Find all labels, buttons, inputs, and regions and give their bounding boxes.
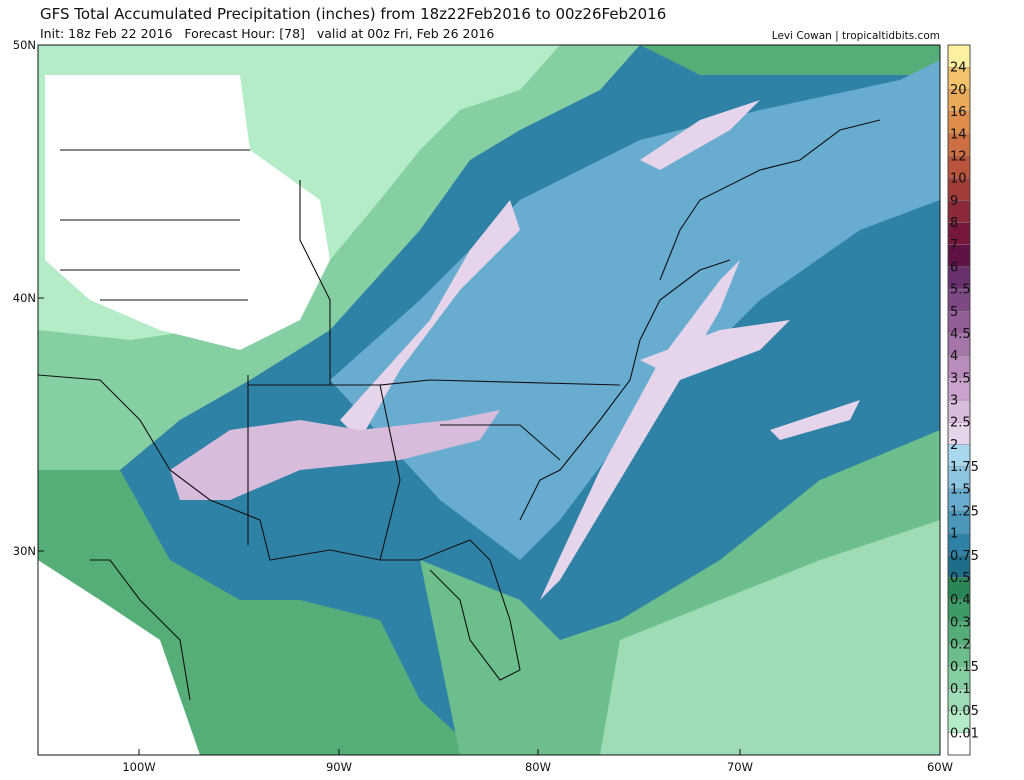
colorbar-label: 16: [950, 105, 967, 120]
map: [38, 45, 940, 755]
colorbar-label: 0.4: [950, 593, 971, 608]
colorbar-label: 14: [950, 127, 967, 142]
colorbar-label: 2.5: [950, 416, 971, 431]
colorbar-label: 3.5: [950, 371, 971, 386]
colorbar-label: 5: [950, 305, 958, 320]
colorbar-label: 2: [950, 438, 958, 453]
colorbar-label: 9: [950, 194, 958, 209]
lon-label: 60W: [927, 760, 953, 774]
colorbar: 0.01 0.05 0.1 0.15 0.2 0.3 0.4 0.5 0.75 1 1.25 1.5 1…: [947, 44, 979, 756]
colorbar-label: 1: [950, 527, 958, 542]
colorbar-label: 1.75: [950, 460, 979, 475]
colorbar-label: 12: [950, 149, 967, 164]
colorbar-label: 20: [950, 83, 967, 98]
colorbar-label: 0.2: [950, 638, 971, 653]
colorbar-label: 4: [950, 349, 958, 364]
colorbar-label: 10: [950, 172, 967, 187]
colorbar-label: 5.5: [950, 283, 971, 298]
colorbar-label: 4.5: [950, 327, 971, 342]
colorbar-label: 7: [950, 238, 958, 253]
lat-label: 30N: [13, 544, 36, 558]
colorbar-label: 0.5: [950, 571, 971, 586]
colorbar-label: 0.05: [950, 704, 979, 719]
colorbar-label: 1.5: [950, 482, 971, 497]
colorbar-label: 0.1: [950, 682, 971, 697]
lon-label: 80W: [525, 760, 551, 774]
lat-label: 50N: [13, 38, 36, 52]
lon-label: 100W: [122, 760, 155, 774]
colorbar-label: 3: [950, 394, 958, 409]
lon-label: 70W: [727, 760, 753, 774]
colorbar-label: 6: [950, 260, 958, 275]
colorbar-label: 24: [950, 61, 967, 76]
colorbar-label: 1.25: [950, 504, 979, 519]
map-frame: [37, 44, 941, 756]
colorbar-label: 0.75: [950, 549, 979, 564]
credit: Levi Cowan | tropicaltidbits.com: [772, 30, 940, 42]
lat-label: 40N: [13, 291, 36, 305]
colorbar-label: 0.15: [950, 660, 979, 675]
title: GFS Total Accumulated Precipitation (inc…: [40, 5, 666, 23]
colorbar-frame: [947, 44, 971, 756]
colorbar-label: 0.3: [950, 615, 971, 630]
colorbar-label: 0.01: [950, 726, 979, 741]
init-line: Init: 18z Feb 22 2016 Forecast Hour: [78…: [40, 26, 494, 41]
lon-label: 90W: [326, 760, 352, 774]
colorbar-label: 8: [950, 216, 958, 231]
